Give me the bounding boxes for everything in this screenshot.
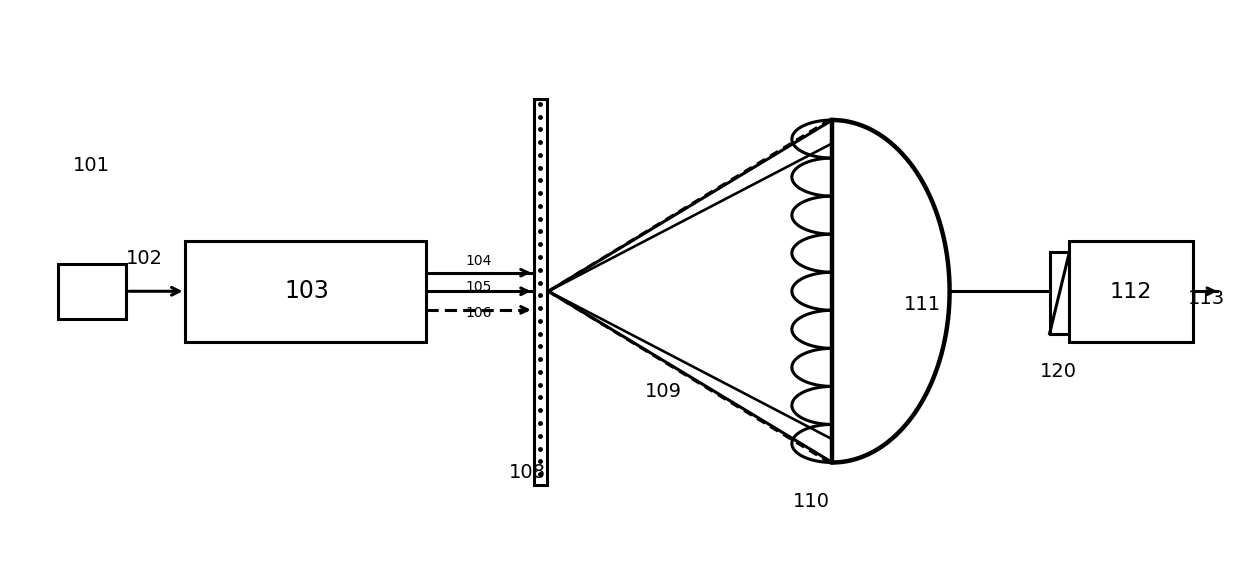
Text: 111: 111 bbox=[904, 295, 941, 314]
Text: 103: 103 bbox=[284, 280, 329, 304]
Text: 102: 102 bbox=[126, 248, 164, 268]
Bar bbox=[533, 98, 547, 485]
Text: 113: 113 bbox=[1188, 289, 1225, 308]
Text: 104: 104 bbox=[466, 254, 492, 268]
Text: 106: 106 bbox=[466, 306, 492, 321]
Text: 112: 112 bbox=[1110, 281, 1152, 302]
Bar bbox=[1069, 241, 1193, 342]
Text: 109: 109 bbox=[645, 382, 682, 401]
Text: 110: 110 bbox=[792, 492, 830, 512]
Bar bbox=[58, 264, 126, 319]
Text: 120: 120 bbox=[1039, 362, 1076, 381]
Bar bbox=[186, 241, 427, 342]
Bar bbox=[1049, 253, 1069, 333]
Text: 108: 108 bbox=[508, 464, 546, 482]
Text: 101: 101 bbox=[73, 156, 110, 175]
Text: 105: 105 bbox=[466, 280, 492, 294]
